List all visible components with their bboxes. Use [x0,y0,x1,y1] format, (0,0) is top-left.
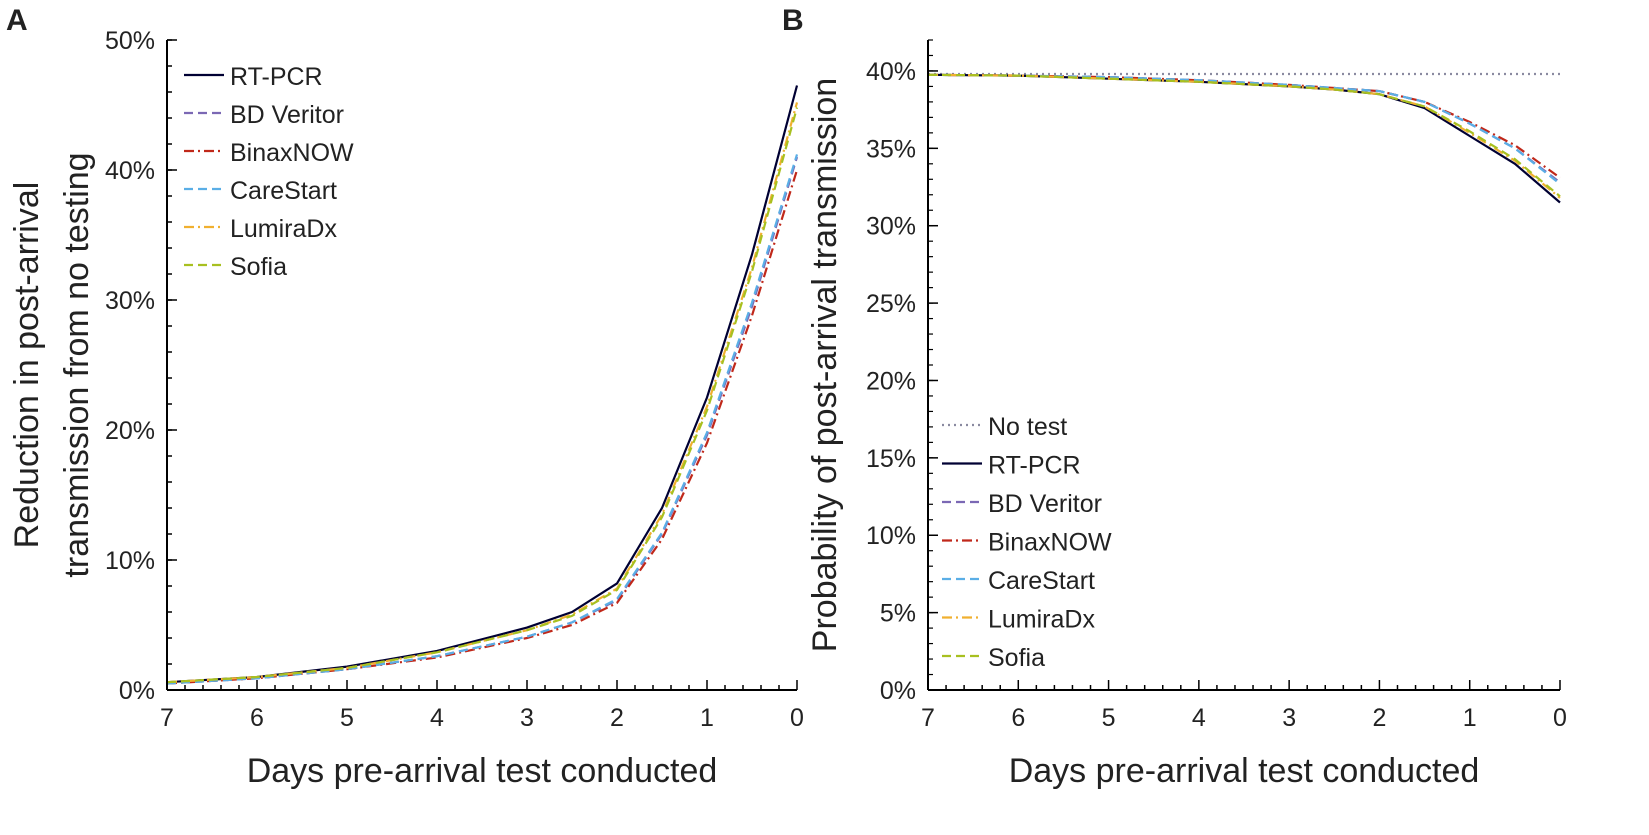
series-line-carestart [927,73,1561,185]
x-tick-label: 3 [520,704,534,732]
legend-entry: Sofia [988,644,1045,672]
x-tick-label: 7 [921,704,935,732]
series-line-sofia [927,73,1561,198]
y-axis-label: Probability of post-arrival transmission [806,78,844,652]
legend-entry: BinaxNOW [988,529,1112,557]
y-tick-label: 5% [880,600,916,628]
x-tick-label: 0 [1553,704,1567,732]
x-tick-label: 5 [340,704,354,732]
y-tick-label: 40% [105,157,155,185]
y-axis-label: Reduction in post-arrival [8,182,46,549]
y-tick-label: 30% [866,213,916,241]
series-line-binaxnow [927,73,1561,179]
x-tick-label: 6 [250,704,264,732]
x-tick-label: 1 [1463,704,1477,732]
panel-a: A 7 6 5 4 3 2 1 0 0% 10% 20% 30% 40% 50% Days pre-arriv… [6,4,804,790]
y-axis-label: transmission from no testing [58,152,96,577]
legend-entry: BinaxNOW [230,139,354,167]
x-tick-label: 1 [700,704,714,732]
y-tick-label: 10% [866,522,916,550]
x-tick-label: 4 [1192,704,1206,732]
series-line-binaxnow [166,169,799,685]
panel-label: B [782,4,804,37]
y-tick-label: 35% [866,135,916,163]
legend-entry: RT-PCR [230,63,323,91]
legend-entry: LumiraDx [988,606,1095,634]
legend: RT-PCR BD Veritor BinaxNOW CareStart LumiraD… [184,63,354,281]
legend-entry: BD Veritor [988,490,1102,518]
legend-entry: No test [988,413,1067,441]
series-line-rt-pcr [927,73,1561,204]
x-tick-label: 7 [160,704,174,732]
y-tick-label: 0% [119,677,155,705]
y-tick-label: 30% [105,287,155,315]
series-line-bd-veritor [927,73,1561,184]
legend-entry: Sofia [230,253,287,281]
y-tick-label: 50% [105,27,155,55]
y-tick-label: 0% [880,677,916,705]
legend-entry: BD Veritor [230,101,344,129]
legend-entry: LumiraDx [230,215,337,243]
series-line-carestart [166,154,799,685]
x-tick-label: 3 [1282,704,1296,732]
x-axis-label: Days pre-arrival test conducted [247,752,718,790]
y-tick-label: 10% [105,547,155,575]
panel-b: B 7 6 5 4 3 2 1 0 0% 5% 10% 15% 20% 25% 30% 35% 40% Days p… [782,4,1567,790]
y-tick-label: 25% [866,290,916,318]
y-tick-label: 15% [866,445,916,473]
panel-label: A [6,4,28,37]
x-tick-label: 0 [790,704,804,732]
x-tick-label: 5 [1102,704,1116,732]
x-tick-label: 4 [430,704,444,732]
x-tick-label: 2 [610,704,624,732]
x-tick-label: 2 [1372,704,1386,732]
series-line-lumiradx [927,73,1561,199]
y-tick-label: 20% [105,417,155,445]
legend-entry: CareStart [988,567,1095,595]
series-line-sofia [166,107,799,684]
legend: No test RT-PCR BD Veritor BinaxNOW CareStart… [942,413,1112,672]
y-tick-label: 20% [866,367,916,395]
x-axis-label: Days pre-arrival test conducted [1009,752,1480,790]
legend-entry: RT-PCR [988,452,1081,480]
y-tick-label: 40% [866,58,916,86]
legend-entry: CareStart [230,177,337,205]
series-line-rt-pcr [166,85,799,684]
x-tick-label: 6 [1011,704,1025,732]
